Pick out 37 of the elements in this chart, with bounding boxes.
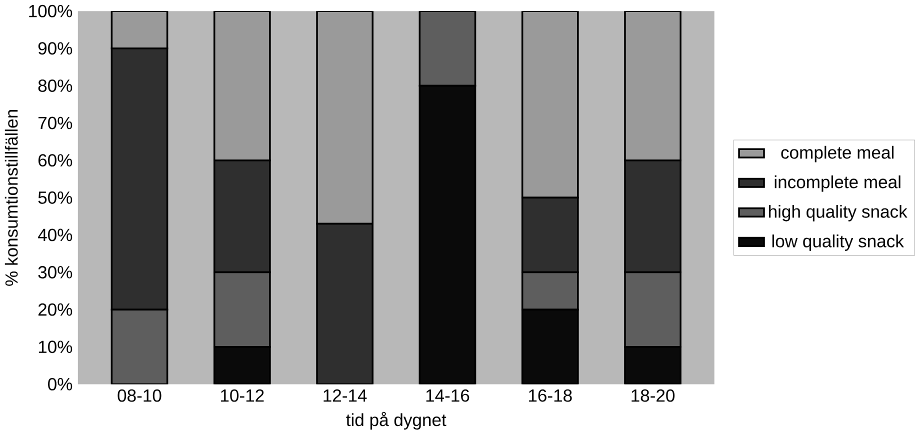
bar bbox=[521, 11, 579, 199]
bar bbox=[624, 272, 682, 348]
legend-label: high quality snack bbox=[769, 205, 908, 222]
bar bbox=[316, 11, 374, 225]
legend-label: low quality snack bbox=[772, 234, 904, 252]
x-tick-label: 08-10 bbox=[118, 390, 162, 402]
legend-label: incomplete meal bbox=[774, 176, 900, 192]
x-tick-label: 12-14 bbox=[324, 390, 367, 402]
bar bbox=[624, 160, 682, 274]
bar bbox=[213, 11, 271, 162]
y-tick-label: 30% bbox=[38, 266, 72, 279]
bar bbox=[521, 272, 579, 311]
y-tick-label: 90% bbox=[38, 42, 72, 55]
bar bbox=[213, 272, 271, 348]
x-tick-label: 18-20 bbox=[632, 390, 675, 402]
y-tick-label: 60% bbox=[38, 154, 72, 167]
y-tick-label: 20% bbox=[38, 304, 72, 316]
bar bbox=[213, 160, 271, 274]
y-tick-label: 70% bbox=[38, 117, 72, 130]
bar bbox=[110, 308, 168, 384]
bar bbox=[316, 223, 374, 384]
y-tick-label: 0% bbox=[48, 378, 72, 391]
y-tick-label: 40% bbox=[38, 228, 72, 242]
bar bbox=[110, 48, 168, 311]
bar bbox=[521, 196, 579, 274]
y-axis-title: % konsumtionstillfällen bbox=[4, 110, 18, 286]
x-tick-label: 10-12 bbox=[221, 390, 264, 402]
x-tick-label: 16-18 bbox=[529, 390, 572, 402]
y-tick-label: 10% bbox=[38, 340, 72, 354]
legend-label: complete meal bbox=[781, 146, 894, 162]
x-axis-title: tid på dygnet bbox=[346, 412, 446, 430]
y-tick-label: 80% bbox=[38, 80, 72, 92]
y-tick-label: 100% bbox=[29, 5, 72, 18]
bar bbox=[624, 11, 682, 162]
bar bbox=[418, 11, 476, 87]
x-tick-label: 14-16 bbox=[426, 390, 470, 402]
y-tick-label: 50% bbox=[38, 192, 72, 204]
